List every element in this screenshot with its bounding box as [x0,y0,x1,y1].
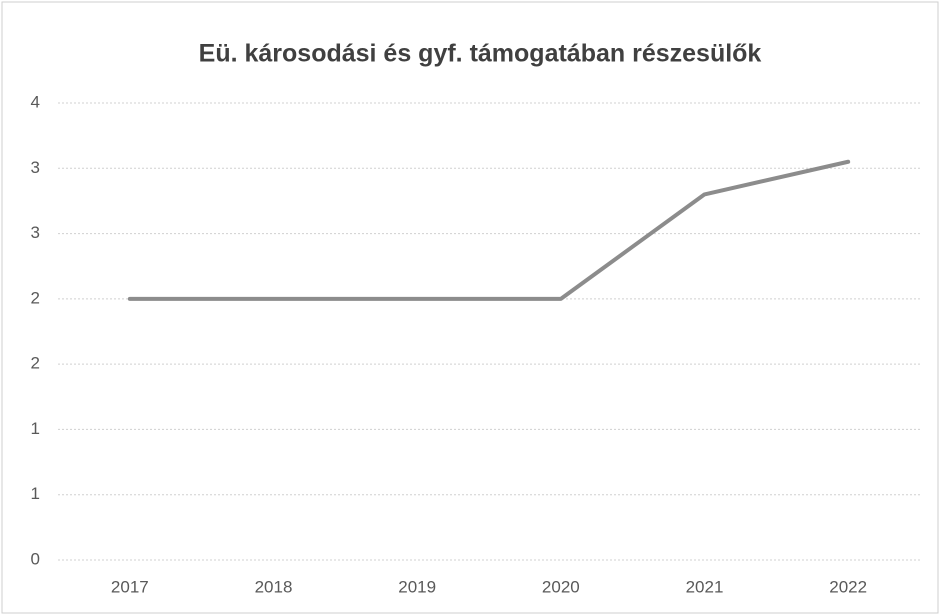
y-tick-label: 2 [31,354,40,373]
y-tick-label: 1 [31,419,40,438]
line-series [127,159,851,301]
y-tick-label: 3 [31,223,40,242]
x-tick-label: 2022 [829,577,867,596]
x-tick-label: 2018 [255,577,293,596]
y-tick-label: 3 [31,158,40,177]
x-tick-label: 2017 [111,577,149,596]
y-tick-label: 2 [31,288,40,307]
y-tick-label: 1 [31,484,40,503]
x-tick-label: 2019 [398,577,436,596]
x-tick-label: 2020 [542,577,580,596]
y-tick-label: 0 [31,549,40,568]
x-tick-label: 2021 [686,577,724,596]
chart-title: Eü. károsodási és gyf. támogatában része… [199,40,762,68]
y-tick-label: 4 [31,92,40,111]
